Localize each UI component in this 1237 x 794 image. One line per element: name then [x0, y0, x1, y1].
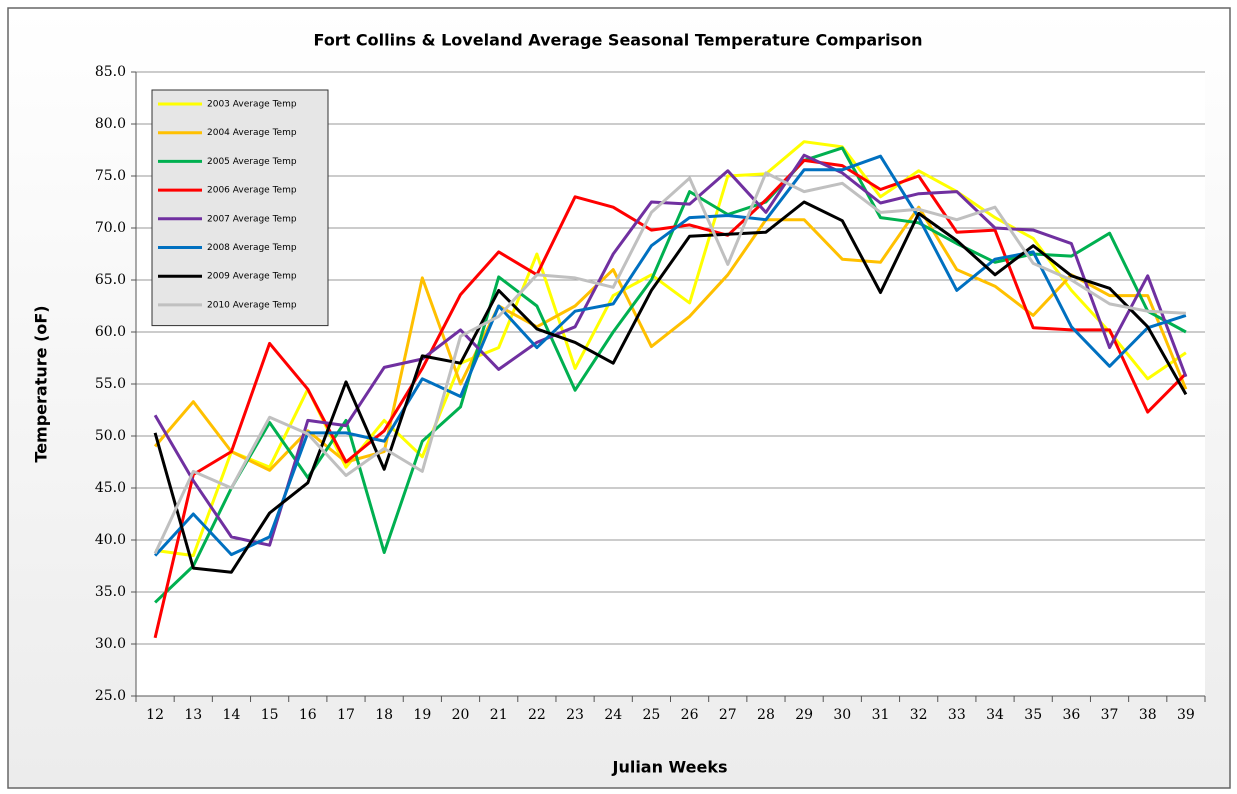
y-tick-label: 30.0: [95, 636, 126, 652]
x-tick-label: 32: [910, 707, 928, 723]
series-line: [153, 171, 1186, 555]
x-tick-label: 20: [452, 707, 470, 723]
x-tick-label: 30: [833, 707, 851, 723]
y-tick-label: 55.0: [95, 376, 126, 392]
x-tick-label: 23: [566, 707, 584, 723]
y-tick-label: 45.0: [95, 480, 126, 496]
x-tick-label: 19: [413, 707, 431, 723]
legend-label: 2010 Average Temp: [207, 300, 297, 310]
x-tick-label: 37: [1101, 707, 1119, 723]
legend-label: 2006 Average Temp: [207, 186, 297, 196]
x-tick-label: 12: [146, 707, 164, 723]
y-tick-label: 25.0: [95, 688, 126, 704]
x-tick-label: 25: [642, 707, 660, 723]
x-tick-label: 16: [299, 707, 317, 723]
legend-label: 2005 Average Temp: [207, 157, 297, 167]
series-line: [153, 158, 1187, 639]
x-tick-label: 15: [261, 707, 279, 723]
y-tick-label: 35.0: [95, 584, 126, 600]
legend-label: 2009 Average Temp: [207, 272, 297, 282]
x-tick-label: 24: [604, 707, 622, 723]
y-tick-label: 75.0: [95, 168, 126, 184]
series-line: [154, 146, 1187, 604]
y-tick-label: 40.0: [95, 532, 126, 548]
x-tick-label: 36: [1062, 707, 1080, 723]
y-tick-label: 65.0: [95, 272, 126, 288]
x-tick-label: 13: [184, 707, 202, 723]
chart-title: Fort Collins & Loveland Average Seasonal…: [314, 31, 923, 50]
legend-label: 2008 Average Temp: [207, 243, 297, 253]
x-tick-label: 39: [1177, 707, 1195, 723]
x-tick-label: 18: [375, 707, 393, 723]
series-line: [153, 153, 1188, 547]
x-tick-label: 34: [986, 707, 1004, 723]
x-tick-label: 33: [948, 707, 966, 723]
x-tick-label: 22: [528, 707, 546, 723]
x-tick-label: 27: [719, 707, 737, 723]
y-tick-label: 85.0: [95, 64, 126, 80]
y-tick-label: 60.0: [95, 324, 126, 340]
x-tick-label: 38: [1139, 707, 1157, 723]
series-line: [153, 200, 1188, 574]
legend-label: 2004 Average Temp: [207, 128, 297, 138]
y-tick-label: 80.0: [95, 116, 126, 132]
x-tick-label: 14: [223, 707, 241, 723]
legend-box: [151, 89, 329, 327]
x-tick-label: 26: [681, 707, 699, 723]
legend-label: 2003 Average Temp: [207, 100, 297, 110]
x-tick-label: 21: [490, 707, 508, 723]
x-tick-label: 17: [337, 707, 355, 723]
y-tick-label: 70.0: [95, 220, 126, 236]
x-tick-label: 31: [872, 707, 890, 723]
x-axis-title: Julian Weeks: [611, 758, 727, 777]
x-tick-label: 35: [1024, 707, 1042, 723]
y-axis-title: Temperature (oF): [32, 305, 51, 462]
legend-label: 2007 Average Temp: [207, 214, 297, 224]
x-tick-label: 28: [757, 707, 775, 723]
x-tick-label: 29: [795, 707, 813, 723]
y-tick-label: 50.0: [95, 428, 126, 444]
